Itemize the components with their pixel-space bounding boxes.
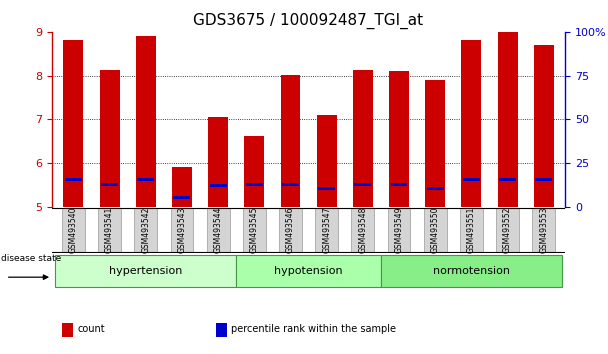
FancyBboxPatch shape — [381, 255, 562, 287]
Text: GSM493548: GSM493548 — [358, 207, 367, 253]
Bar — [497, 31, 517, 207]
Title: GDS3675 / 100092487_TGI_at: GDS3675 / 100092487_TGI_at — [193, 13, 424, 29]
Text: GSM493553: GSM493553 — [539, 207, 548, 253]
Text: GSM493550: GSM493550 — [430, 207, 440, 253]
Bar — [101, 183, 118, 186]
Bar — [317, 115, 337, 207]
FancyBboxPatch shape — [351, 208, 375, 252]
Bar — [137, 178, 154, 182]
Bar — [172, 167, 192, 207]
Text: GSM493547: GSM493547 — [322, 207, 331, 253]
FancyBboxPatch shape — [98, 208, 121, 252]
Text: GSM493549: GSM493549 — [395, 207, 404, 253]
Bar — [280, 75, 300, 207]
FancyBboxPatch shape — [424, 208, 447, 252]
FancyBboxPatch shape — [236, 255, 381, 287]
Bar — [535, 178, 552, 182]
Bar — [534, 45, 554, 207]
FancyBboxPatch shape — [460, 208, 483, 252]
FancyBboxPatch shape — [55, 255, 236, 287]
FancyBboxPatch shape — [134, 208, 157, 252]
Text: GSM493543: GSM493543 — [178, 207, 187, 253]
Text: GSM493551: GSM493551 — [467, 207, 476, 253]
Text: GSM493545: GSM493545 — [250, 207, 259, 253]
FancyBboxPatch shape — [388, 208, 410, 252]
Text: GSM493552: GSM493552 — [503, 207, 512, 253]
Text: disease state: disease state — [1, 255, 61, 263]
Bar — [100, 70, 120, 207]
Bar — [318, 187, 335, 190]
FancyBboxPatch shape — [316, 208, 338, 252]
Bar — [282, 183, 299, 186]
Text: GSM493542: GSM493542 — [141, 207, 150, 253]
Bar — [499, 178, 516, 182]
Bar — [216, 323, 227, 337]
Bar — [246, 183, 263, 186]
Bar — [208, 117, 228, 207]
Bar — [173, 196, 190, 199]
Bar — [136, 36, 156, 207]
FancyBboxPatch shape — [207, 208, 229, 252]
Text: count: count — [77, 324, 105, 335]
Bar — [389, 71, 409, 207]
FancyBboxPatch shape — [279, 208, 302, 252]
FancyBboxPatch shape — [170, 208, 193, 252]
Text: GSM493546: GSM493546 — [286, 207, 295, 253]
FancyBboxPatch shape — [496, 208, 519, 252]
Bar — [244, 136, 264, 207]
Text: normotension: normotension — [433, 266, 510, 276]
Text: hypotension: hypotension — [274, 266, 343, 276]
Bar — [463, 178, 480, 182]
Bar — [354, 183, 371, 186]
Bar — [425, 80, 445, 207]
Bar — [63, 40, 83, 207]
Bar — [427, 187, 444, 190]
Text: percentile rank within the sample: percentile rank within the sample — [232, 324, 396, 335]
Bar — [461, 40, 482, 207]
Text: hypertension: hypertension — [109, 266, 182, 276]
Text: GSM493544: GSM493544 — [213, 207, 223, 253]
Text: GSM493541: GSM493541 — [105, 207, 114, 253]
Text: GSM493540: GSM493540 — [69, 207, 78, 253]
FancyBboxPatch shape — [62, 208, 85, 252]
Bar — [210, 184, 227, 187]
FancyBboxPatch shape — [243, 208, 266, 252]
Bar — [353, 70, 373, 207]
Bar — [62, 323, 73, 337]
Bar — [65, 178, 82, 182]
Bar — [390, 183, 407, 186]
FancyBboxPatch shape — [533, 208, 555, 252]
